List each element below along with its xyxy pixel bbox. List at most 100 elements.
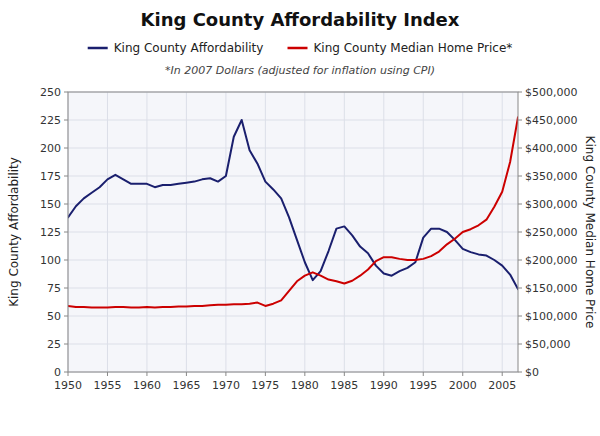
x-tick-label: 1965: [172, 379, 200, 392]
plot-area: [68, 92, 518, 372]
x-tick-label: 2000: [449, 379, 477, 392]
x-tick: [68, 372, 69, 376]
y2-tick: [518, 92, 522, 93]
grid-line-y: [68, 316, 518, 317]
y-tick-label: 250: [40, 86, 61, 99]
y-tick: [64, 92, 68, 93]
y2-tick-label: $0: [525, 366, 539, 379]
y2-tick-label: $100,000: [525, 310, 578, 323]
y-tick-label: 100: [40, 254, 61, 267]
grid: [68, 92, 518, 372]
x-tick: [225, 372, 226, 376]
y-tick-label: 200: [40, 142, 61, 155]
y-tick: [64, 148, 68, 149]
x-tick: [304, 372, 305, 376]
y2-tick-label: $500,000: [525, 86, 578, 99]
x-tick-label: 1955: [93, 379, 121, 392]
y2-axis: $0$50,000$100,000$150,000$200,000$250,00…: [518, 86, 578, 379]
x-tick: [383, 372, 384, 376]
grid-line-y: [68, 288, 518, 289]
grid-line-y: [68, 232, 518, 233]
y2-tick-label: $250,000: [525, 226, 578, 239]
y-axis: 0 25 50 75 100 125 150 175 200 225 250: [40, 86, 68, 379]
grid-line-x: [265, 92, 266, 372]
y2-tick: [518, 148, 522, 149]
y-tick: [64, 372, 68, 373]
y2-tick: [518, 260, 522, 261]
y2-tick: [518, 232, 522, 233]
x-tick-label: 1980: [291, 379, 319, 392]
y-tick: [64, 232, 68, 233]
x-axis: 1950 1955 1960 1965 1970 1975 1980 1985 1990 1995…: [54, 372, 516, 392]
y-tick-label: 175: [40, 170, 61, 183]
y-tick: [64, 316, 68, 317]
y2-axis-label: King County Median Home Price: [583, 136, 597, 329]
legend-label: King County Affordability: [114, 41, 264, 55]
y2-tick: [518, 288, 522, 289]
y-tick: [64, 204, 68, 205]
x-tick-label: 1995: [409, 379, 437, 392]
y-tick-label: 225: [40, 114, 61, 127]
grid-line-y: [68, 204, 518, 205]
legend-label: King County Median Home Price*: [314, 41, 513, 55]
y2-tick-label: $300,000: [525, 198, 578, 211]
grid-line-y: [68, 148, 518, 149]
legend-item: King County Affordability: [88, 41, 264, 55]
grid-line-x: [423, 92, 424, 372]
legend-swatch: [288, 47, 308, 50]
grid-line-y: [68, 344, 518, 345]
y-tick-label: 75: [47, 282, 61, 295]
grid-line-y: [68, 120, 518, 121]
grid-line-x: [225, 92, 226, 372]
y-tick-label: 150: [40, 198, 61, 211]
y2-tick: [518, 176, 522, 177]
grid-line-x: [502, 92, 503, 372]
y-tick-label: 125: [40, 226, 61, 239]
chart: 1950 1955 1960 1965 1970 1975 1980 1985 1990 1995…: [0, 0, 600, 436]
grid-line-y: [68, 176, 518, 177]
x-tick: [423, 372, 424, 376]
y2-tick-label: $450,000: [525, 114, 578, 127]
x-tick-label: 1985: [330, 379, 358, 392]
x-tick: [146, 372, 147, 376]
plot-frame: [68, 92, 518, 372]
y-axis-label: King County Affordability: [7, 157, 21, 307]
legend-swatch: [88, 47, 108, 50]
subtitle: *In 2007 Dollars (adjusted for inflation…: [165, 64, 435, 77]
grid-line-y: [68, 260, 518, 261]
x-tick-label: 1970: [212, 379, 240, 392]
y-tick-label: 25: [47, 338, 61, 351]
series-group: [68, 117, 518, 307]
grid-line-x: [186, 92, 187, 372]
y-tick: [64, 176, 68, 177]
series-line: [68, 120, 518, 289]
y2-tick-label: $350,000: [525, 170, 578, 183]
y2-tick-label: $200,000: [525, 254, 578, 267]
grid-line-x: [107, 92, 108, 372]
y-tick: [64, 288, 68, 289]
y2-tick: [518, 372, 522, 373]
x-tick-label: 1990: [370, 379, 398, 392]
y2-tick: [518, 344, 522, 345]
y2-tick: [518, 316, 522, 317]
x-tick: [107, 372, 108, 376]
x-tick-label: 2005: [488, 379, 516, 392]
x-tick-label: 1960: [133, 379, 161, 392]
x-tick: [186, 372, 187, 376]
y-tick-label: 50: [47, 310, 61, 323]
y-tick-label: 0: [54, 366, 61, 379]
y2-tick: [518, 204, 522, 205]
y-tick: [64, 120, 68, 121]
x-tick: [502, 372, 503, 376]
legend: King County Affordability King County Med…: [88, 41, 513, 55]
grid-line-x: [383, 92, 384, 372]
y2-tick-label: $400,000: [525, 142, 578, 155]
y-tick: [64, 344, 68, 345]
series-line: [68, 117, 518, 307]
legend-item: King County Median Home Price*: [288, 41, 513, 55]
x-tick-label: 1975: [251, 379, 279, 392]
grid-line-x: [146, 92, 147, 372]
y2-tick: [518, 120, 522, 121]
grid-line-x: [344, 92, 345, 372]
x-tick-label: 1950: [54, 379, 82, 392]
